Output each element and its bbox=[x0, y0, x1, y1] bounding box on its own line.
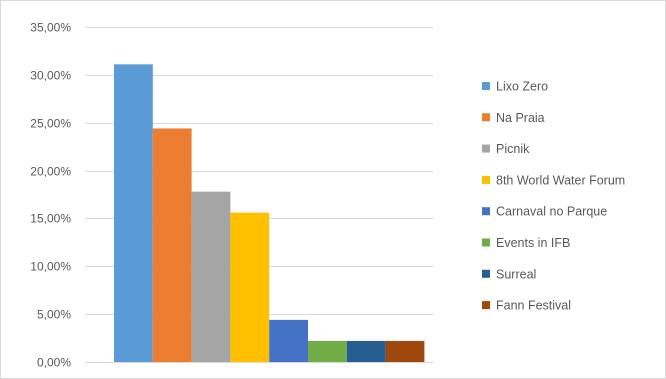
bar bbox=[230, 212, 270, 362]
legend-swatch bbox=[482, 113, 490, 122]
y-tick-label: 15,00% bbox=[30, 212, 71, 226]
y-tick-label: 5,00% bbox=[37, 308, 71, 322]
bar bbox=[191, 191, 231, 362]
bar bbox=[152, 128, 192, 362]
y-axis-labels: 0,00% 5,00% 10,00% 15,00% 20,00% 25,00% 30,00%… bbox=[30, 21, 71, 370]
y-tick-label: 35,00% bbox=[30, 21, 71, 35]
legend-label: Na Praia bbox=[496, 111, 545, 125]
legend-label: Lixo Zero bbox=[496, 80, 548, 94]
legend-label: 8th World Water Forum bbox=[496, 173, 625, 187]
legend-swatch bbox=[482, 207, 490, 216]
legend-label: Events in IFB bbox=[496, 236, 570, 250]
legend-swatch bbox=[482, 175, 490, 184]
bar bbox=[114, 64, 153, 363]
bar bbox=[269, 319, 308, 362]
bars bbox=[114, 64, 425, 363]
legend-label: Picnik bbox=[496, 142, 530, 156]
legend-swatch bbox=[482, 144, 490, 153]
legend-swatch bbox=[482, 301, 490, 310]
legend-swatch bbox=[482, 269, 490, 278]
legend-label: Fann Festival bbox=[496, 299, 571, 313]
y-tick-label: 30,00% bbox=[30, 69, 71, 83]
legend-swatch bbox=[482, 238, 490, 247]
y-tick-label: 20,00% bbox=[30, 165, 71, 179]
legend: Lixo Zero Na Praia Picnik 8th World Water F… bbox=[482, 80, 625, 313]
legend-swatch bbox=[482, 82, 490, 90]
legend-label: Carnaval no Parque bbox=[496, 205, 607, 219]
legend-label: Surreal bbox=[496, 267, 536, 281]
y-tick-label: 10,00% bbox=[30, 260, 71, 274]
bar bbox=[308, 340, 347, 362]
y-tick-label: 0,00% bbox=[37, 356, 71, 370]
bar bbox=[385, 340, 425, 362]
bar bbox=[346, 340, 386, 362]
y-tick-label: 25,00% bbox=[30, 117, 71, 131]
